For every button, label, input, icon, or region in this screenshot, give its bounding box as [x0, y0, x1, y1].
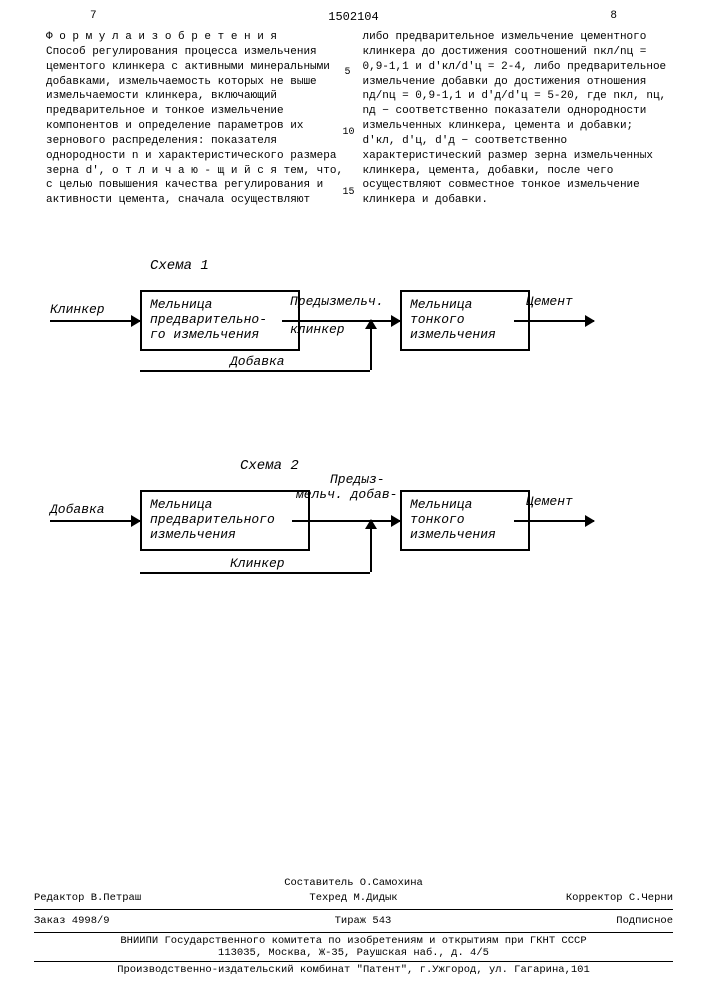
- scheme2-title: Схема 2: [240, 458, 657, 474]
- scheme2-feed: Клинкер: [230, 556, 285, 571]
- composer: Составитель О.Самохина: [34, 877, 673, 889]
- scheme2-out-label: Цемент: [526, 494, 573, 509]
- corrector: Корректор С.Черни: [566, 892, 673, 904]
- scheme1-title: Схема 1: [150, 258, 657, 274]
- scheme2-mid-top: Предыз-: [330, 472, 385, 487]
- line-num-5: 5: [345, 66, 351, 80]
- scheme-2: Схема 2 Добавка Мельница предварительног…: [0, 428, 707, 608]
- scheme2-box1: Мельница предварительного измельчения: [140, 490, 310, 551]
- page-num-left: 7: [90, 10, 97, 22]
- line-num-10: 10: [343, 126, 355, 140]
- scheme1-mid-bot: клинкер: [290, 322, 345, 337]
- right-column: 5 10 15 либо предварительное измельчение…: [363, 30, 668, 208]
- arrow-up-icon: [365, 519, 377, 529]
- left-column: Ф о р м у л а и з о б р е т е н и я Спос…: [46, 30, 351, 208]
- tirazh: Тираж 543: [335, 915, 392, 927]
- editor: Редактор В.Петраш: [34, 892, 141, 904]
- scheme2-input-label: Добавка: [50, 502, 105, 517]
- right-body: либо предварительное измельчение цементн…: [363, 31, 667, 206]
- scheme1-box1: Мельница предварительно- го измельчения: [140, 290, 300, 351]
- document-number: 1502104: [0, 10, 707, 24]
- scheme1-feed: Добавка: [230, 354, 285, 369]
- line-num-15: 15: [343, 186, 355, 200]
- org-line: ВНИИПИ Государственного комитета по изоб…: [34, 935, 673, 947]
- imprint-footer: Составитель О.Самохина Редактор В.Петраш…: [34, 877, 673, 976]
- scheme2-box2: Мельница тонкого измельчения: [400, 490, 530, 551]
- arrow-up-icon: [365, 319, 377, 329]
- press-line: Производственно-издательский комбинат "П…: [34, 964, 673, 976]
- order-number: Заказ 4998/9: [34, 915, 110, 927]
- left-body: Способ регулирования процесса измельчени…: [46, 46, 343, 206]
- page-num-right: 8: [610, 10, 617, 22]
- scheme-1: Схема 1 Клинкер Мельница предварительно-…: [0, 228, 707, 398]
- addr-line: 113035, Москва, Ж-35, Раушская наб., д. …: [34, 947, 673, 959]
- scheme1-out-label: Цемент: [526, 294, 573, 309]
- scheme1-mid-top: Предызмельч.: [290, 294, 384, 309]
- arrow-icon: [585, 515, 595, 527]
- scheme1-box2: Мельница тонкого измельчения: [400, 290, 530, 351]
- signed: Подписное: [616, 915, 673, 927]
- text-columns: Ф о р м у л а и з о б р е т е н и я Спос…: [0, 24, 707, 208]
- formula-heading: Ф о р м у л а и з о б р е т е н и я: [46, 31, 277, 43]
- arrow-icon: [585, 315, 595, 327]
- tech-editor: Техред М.Дидык: [309, 892, 397, 904]
- scheme1-input-label: Клинкер: [50, 302, 105, 317]
